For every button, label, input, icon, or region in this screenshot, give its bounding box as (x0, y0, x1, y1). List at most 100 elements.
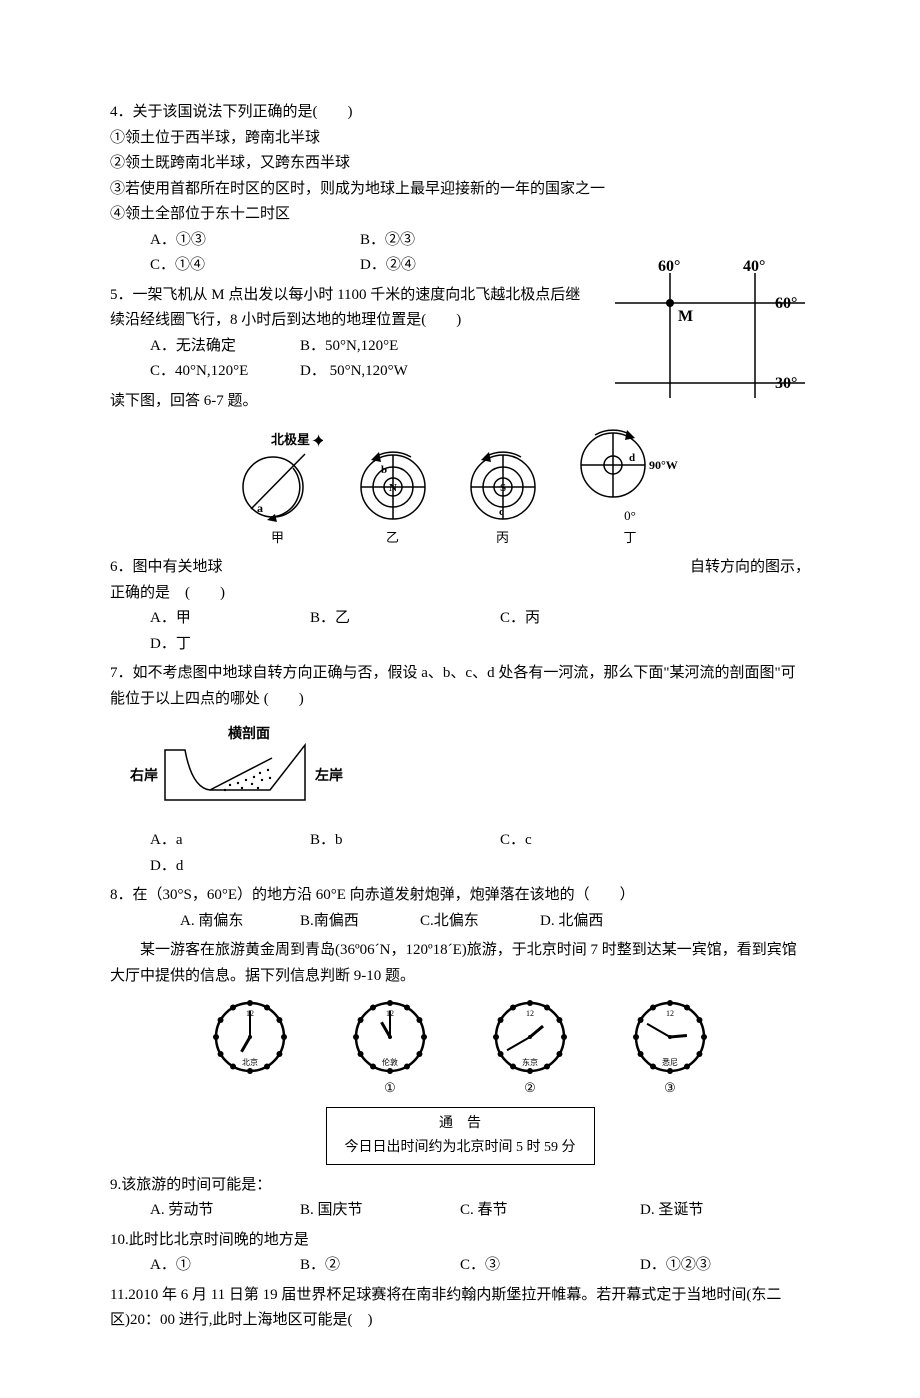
svg-text:北京: 北京 (242, 1057, 258, 1067)
svg-text:12: 12 (526, 1009, 534, 1018)
q4-options: A．①③ B．②③ (150, 228, 810, 254)
q6-opt-d: D．丁 (150, 632, 300, 658)
globe-bing: S c 丙 (463, 442, 543, 549)
q5-options-2: C．40°N,120°E D． 50°N,120°W (150, 359, 590, 385)
q4-opt-a: A．①③ (150, 228, 350, 254)
svg-text:右岸: 右岸 (129, 767, 158, 784)
q9-opt-a: A. 劳动节 (150, 1198, 290, 1224)
globe-bing-label: 丙 (463, 527, 543, 549)
q9-stem: 9.该旅游的时间可能是： (110, 1173, 810, 1199)
lat-lon-grid-svg: 60° 40° 60° 30° M (600, 253, 810, 403)
q10-opt-c: C．③ (460, 1253, 630, 1279)
lat-bottom-label: 30° (775, 375, 797, 392)
q5-opt-a: A．无法确定 (150, 334, 290, 360)
q4-opt-d: D．②④ (360, 253, 520, 279)
q10-options: A．① B．② C．③ D．①②③ (150, 1253, 810, 1279)
svg-text:✦: ✦ (311, 432, 323, 451)
q7-options: A．a B．b C．c D．d (150, 828, 810, 879)
q5-opt-c: C．40°N,120°E (150, 359, 290, 385)
q10-opt-a: A．① (150, 1253, 290, 1279)
q9-opt-c: C. 春节 (460, 1198, 630, 1224)
q9-opt-d: D. 圣诞节 (640, 1198, 790, 1224)
lon-left-label: 60° (658, 258, 680, 275)
clock-london: 12伦敦 ① (350, 997, 430, 1099)
svg-text:左岸: 左岸 (314, 767, 343, 784)
notice-title: 通 告 (345, 1112, 576, 1136)
q6-opt-c: C．丙 (500, 606, 680, 632)
q6-opt-a: A．甲 (150, 606, 300, 632)
svg-text:12: 12 (666, 1009, 674, 1018)
q8-stem: 8．在（30°S，60°E）的地方沿 60°E 向赤道发射炮弹，炮弹落在该地的（… (110, 883, 810, 909)
svg-text:伦敦: 伦敦 (382, 1057, 398, 1067)
q7-opt-c: C．c (500, 828, 680, 854)
svg-text:d: d (629, 452, 635, 464)
question-7: 7．如不考虑图中地球自转方向正确与否，假设 a、b、c、d 处各有一河流，那么下… (110, 661, 810, 879)
q4-s4: ④领土全部位于东十二时区 (110, 202, 810, 228)
star-label: 北极星 (271, 432, 310, 447)
q7-opt-a: A．a (150, 828, 300, 854)
q11-stem: 11.2010 年 6 月 11 日第 19 届世界杯足球赛将在南非约翰内斯堡拉… (110, 1283, 810, 1334)
globe-ding-label: 丁 (573, 527, 688, 549)
q8-opt-c: C.北偏东 (420, 909, 530, 935)
question-11: 11.2010 年 6 月 11 日第 19 届世界杯足球赛将在南非约翰内斯堡拉… (110, 1283, 810, 1334)
q6-stem-line2: 正确的是 ( ) (110, 581, 810, 607)
lat-top-label: 60° (775, 295, 797, 312)
globe-yi: N b 乙 (353, 442, 433, 549)
q8-opt-a: A. 南偏东 (180, 909, 290, 935)
q9-options: A. 劳动节 B. 国庆节 C. 春节 D. 圣诞节 (150, 1198, 810, 1224)
globe-jia: 北极星 ✦ a 甲 (233, 432, 323, 549)
question-9: 9.该旅游的时间可能是： A. 劳动节 B. 国庆节 C. 春节 D. 圣诞节 (110, 1173, 810, 1224)
q4-s1: ①领土位于西半球，跨南北半球 (110, 126, 810, 152)
svg-text:悉尼: 悉尼 (662, 1057, 678, 1067)
q8-options: A. 南偏东 B.南偏西 C.北偏东 D. 北偏西 (180, 909, 810, 935)
question-4: 4．关于该国说法下列正确的是( ) ①领土位于西半球，跨南北半球 ②领土既跨南北… (110, 100, 810, 279)
q5-options-1: A．无法确定 B．50°N,120°E (150, 334, 590, 360)
svg-text:c: c (499, 506, 504, 518)
q5-diagram: 60° 40° 60° 30° M (600, 253, 810, 403)
q4-s2: ②领土既跨南北半球，又跨东西半球 (110, 151, 810, 177)
q5-opt-b: B．50°N,120°E (300, 334, 450, 360)
q6-stem-right: 自转方向的图示， (690, 555, 810, 581)
q7-opt-b: B．b (310, 828, 490, 854)
q7-stem: 7．如不考虑图中地球自转方向正确与否，假设 a、b、c、d 处各有一河流，那么下… (110, 661, 810, 712)
q6-opt-b: B．乙 (310, 606, 490, 632)
question-8: 8．在（30°S，60°E）的地方沿 60°E 向赤道发射炮弹，炮弹落在该地的（… (110, 883, 810, 934)
question-6: 6．图中有关地球 自转方向的图示， 正确的是 ( ) A．甲 B．乙 C．丙 D… (110, 555, 810, 657)
q5-opt-d: D． 50°N,120°W (300, 359, 450, 385)
clock-tokyo: 12东京 ② (490, 997, 570, 1099)
q4-options-2: C．①④ D．②④ (150, 253, 590, 279)
globe-jia-label: 甲 (233, 527, 323, 549)
svg-text:a: a (257, 501, 263, 515)
globes-diagram: 北极星 ✦ a 甲 N b 乙 (110, 420, 810, 549)
clocks-diagram: 12北京 12伦敦 ① 12东京 ② 12悉尼 ③ (110, 997, 810, 1099)
q6-stem-left: 6．图中有关地球 (110, 555, 223, 581)
q7-diagram: 横剖面 右岸 左岸 (110, 720, 810, 820)
globe-yi-label: 乙 (353, 527, 433, 549)
q10-opt-d: D．①②③ (640, 1253, 790, 1279)
notice: 通 告 今日日出时间约为北京时间 5 时 59 分 (110, 1107, 810, 1165)
q8-opt-b: B.南偏西 (300, 909, 410, 935)
q7-opt-d: D．d (150, 854, 300, 880)
svg-text:b: b (381, 464, 387, 476)
q6-options: A．甲 B．乙 C．丙 D．丁 (150, 606, 810, 657)
svg-text:90°W: 90°W (649, 458, 678, 472)
q4-opt-b: B．②③ (360, 228, 520, 254)
svg-text:横剖面: 横剖面 (228, 725, 270, 742)
q10-opt-b: B．② (300, 1253, 450, 1279)
svg-text:S: S (500, 482, 506, 494)
point-m (666, 299, 674, 307)
globe-ding: d 90°W 0° 0° 丁 (573, 420, 688, 549)
svg-text:N: N (389, 482, 397, 494)
q4-opt-c: C．①④ (150, 253, 350, 279)
point-m-label: M (678, 308, 693, 325)
lon-right-label: 40° (743, 258, 765, 275)
lead-9-10: 某一游客在旅游黄金周到青岛(36º06´N，120º18´E)旅游，于北京时间 … (110, 938, 810, 989)
question-10: 10.此时比北京时间晚的地方是 A．① B．② C．③ D．①②③ (110, 1228, 810, 1279)
q10-stem: 10.此时比北京时间晚的地方是 (110, 1228, 810, 1254)
svg-text:东京: 东京 (522, 1057, 538, 1067)
notice-body: 今日日出时间约为北京时间 5 时 59 分 (345, 1136, 576, 1160)
q4-s3: ③若使用首都所在时区的区时，则成为地球上最早迎接新的一年的国家之一 (110, 177, 810, 203)
q9-opt-b: B. 国庆节 (300, 1198, 450, 1224)
q4-stem: 4．关于该国说法下列正确的是( ) (110, 100, 810, 126)
q8-opt-d: D. 北偏西 (540, 909, 690, 935)
